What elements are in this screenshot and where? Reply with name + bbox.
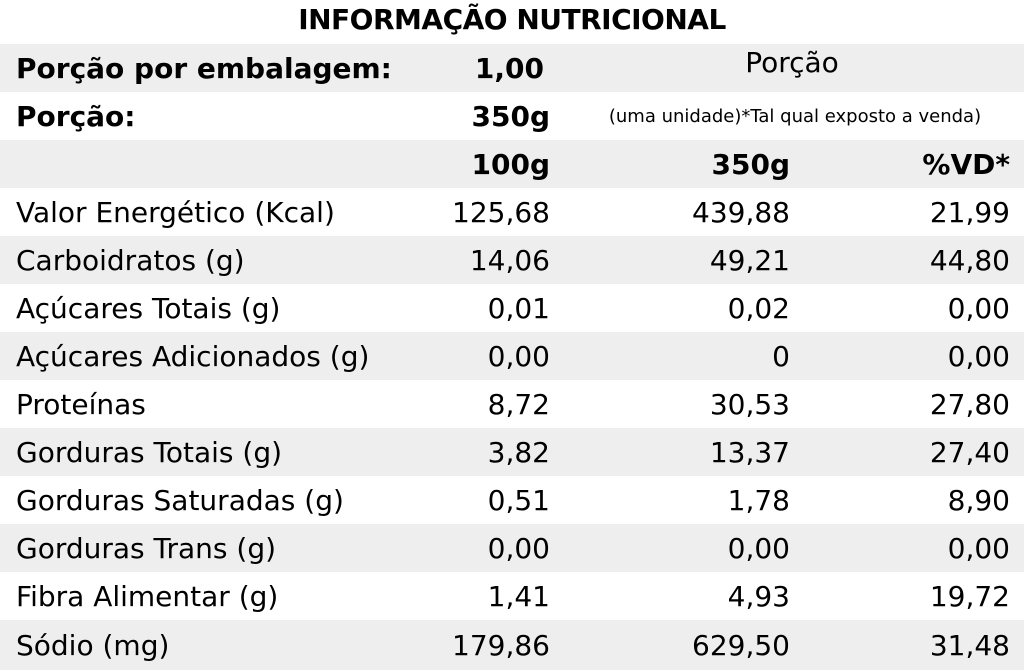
value-per-100g: 14,06: [469, 243, 550, 277]
serving-size-value: 350g: [471, 99, 551, 133]
nutrient-label: Carboidratos (g): [16, 243, 245, 277]
table-row: Açúcares Totais (g) 0,01 0,02 0,00: [0, 284, 1024, 332]
value-vd: 27,40: [929, 435, 1010, 469]
value-per-350g: 13,37: [709, 435, 790, 469]
value-per-350g: 30,53: [709, 387, 790, 421]
servings-per-package-value: 1,00: [474, 51, 544, 85]
value-per-350g: 0,00: [727, 531, 790, 565]
column-header-350g: 350g: [711, 147, 791, 181]
nutrient-label: Gorduras Totais (g): [16, 435, 283, 469]
table-row: Fibra Alimentar (g) 1,41 4,93 19,72: [0, 572, 1024, 620]
nutrient-label: Sódio (mg): [16, 628, 170, 662]
value-per-100g: 125,68: [452, 195, 550, 229]
value-per-350g: 49,21: [709, 243, 790, 277]
value-per-350g: 1,78: [727, 483, 790, 517]
portion-heading: Porção: [745, 46, 839, 79]
table-row: Gorduras Saturadas (g) 0,51 1,78 8,90: [0, 476, 1024, 524]
servings-per-package-row: Porção por embalagem: 1,00 Porção: [0, 44, 1024, 92]
value-vd: 27,80: [929, 387, 1010, 421]
table-row: Proteínas 8,72 30,53 27,80: [0, 380, 1024, 428]
value-per-100g: 3,82: [487, 435, 550, 469]
table-row: Açúcares Adicionados (g) 0,00 0 0,00: [0, 332, 1024, 380]
value-per-350g: 0,02: [727, 291, 790, 325]
value-vd: 31,48: [929, 628, 1010, 662]
nutrient-label: Gorduras Trans (g): [16, 531, 277, 565]
value-vd: 8,90: [947, 483, 1010, 517]
serving-note: (uma unidade)*Tal qual exposto a venda): [608, 105, 982, 127]
column-header-row: 100g 350g %VD*: [0, 140, 1024, 188]
value-per-350g: 0: [772, 339, 790, 373]
nutrient-label: Fibra Alimentar (g): [16, 579, 279, 613]
column-header-100g: 100g: [471, 147, 551, 181]
serving-size-label: Porção:: [16, 99, 136, 133]
value-per-100g: 0,00: [487, 531, 550, 565]
table-row: Valor Energético (Kcal) 125,68 439,88 21…: [0, 188, 1024, 236]
nutrient-label: Valor Energético (Kcal): [16, 195, 335, 229]
table-title: INFORMAÇÃO NUTRICIONAL: [298, 3, 726, 36]
value-vd: 21,99: [929, 195, 1010, 229]
serving-size-row: Porção: 350g (uma unidade)*Tal qual expo…: [0, 92, 1024, 140]
value-per-100g: 1,41: [487, 579, 550, 613]
value-per-350g: 4,93: [727, 579, 790, 613]
value-per-350g: 439,88: [692, 195, 790, 229]
value-per-100g: 0,01: [487, 291, 550, 325]
value-vd: 0,00: [947, 339, 1010, 373]
value-per-100g: 8,72: [487, 387, 550, 421]
value-per-350g: 629,50: [692, 628, 790, 662]
nutrient-label: Açúcares Totais (g): [16, 291, 281, 325]
column-header-vd: %VD*: [922, 147, 1010, 181]
value-per-100g: 179,86: [452, 628, 550, 662]
table-row: Carboidratos (g) 14,06 49,21 44,80: [0, 236, 1024, 284]
value-vd: 19,72: [929, 579, 1010, 613]
table-row: Gorduras Totais (g) 3,82 13,37 27,40: [0, 428, 1024, 476]
value-vd: 0,00: [947, 291, 1010, 325]
value-vd: 0,00: [947, 531, 1010, 565]
nutrient-label: Açúcares Adicionados (g): [16, 339, 370, 373]
table-row: Sódio (mg) 179,86 629,50 31,48: [0, 620, 1024, 670]
table-row: Gorduras Trans (g) 0,00 0,00 0,00: [0, 524, 1024, 572]
value-vd: 44,80: [929, 243, 1010, 277]
servings-per-package-label: Porção por embalagem:: [16, 51, 392, 85]
value-per-100g: 0,51: [487, 483, 550, 517]
value-per-100g: 0,00: [487, 339, 550, 373]
nutrient-label: Proteínas: [16, 387, 146, 421]
nutrient-label: Gorduras Saturadas (g): [16, 483, 344, 517]
